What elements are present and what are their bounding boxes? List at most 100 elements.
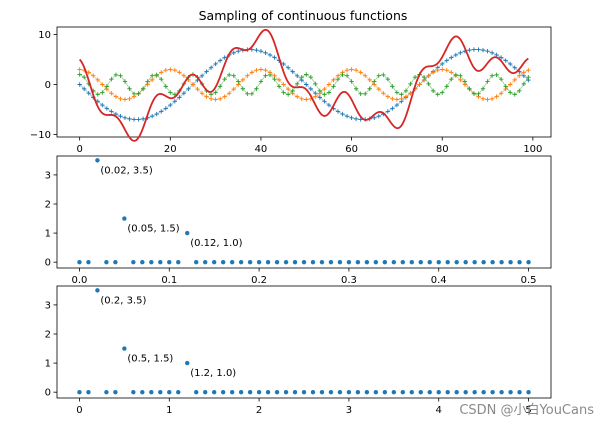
sample-point	[310, 389, 316, 395]
series-marker	[340, 72, 345, 78]
series-marker	[372, 115, 377, 120]
series-marker	[344, 68, 350, 73]
sample-point	[149, 389, 154, 395]
series-marker	[358, 70, 363, 75]
series-marker	[290, 69, 295, 74]
series-marker	[458, 77, 463, 83]
series-marker	[308, 86, 313, 92]
series-marker	[91, 73, 96, 78]
series-marker	[140, 116, 146, 122]
series-marker	[131, 117, 137, 122]
series-marker	[449, 70, 454, 75]
x-tick-label: 0.4	[431, 275, 447, 286]
sample-point	[409, 259, 414, 265]
series-marker	[480, 86, 486, 91]
series-marker	[122, 115, 128, 120]
x-tick-label: 1	[166, 405, 172, 416]
series-marker	[458, 73, 463, 78]
sample-point	[490, 389, 495, 395]
series-marker	[444, 84, 449, 89]
series-marker	[304, 72, 309, 77]
sample-point	[355, 259, 361, 265]
series-marker	[208, 96, 214, 101]
sample-point	[526, 259, 531, 265]
sample-point	[427, 389, 432, 395]
series-marker	[100, 90, 105, 95]
series-marker	[367, 86, 372, 91]
sample-point	[283, 259, 289, 265]
series-marker	[222, 55, 227, 60]
series-marker	[453, 52, 459, 58]
series-marker	[344, 73, 350, 78]
sample-point	[149, 259, 154, 265]
series-marker	[362, 91, 368, 96]
panel-time-domain: 0 20 40 60 80 100 −10 0 10	[30, 26, 552, 155]
sample-point	[490, 259, 495, 265]
series-marker	[349, 115, 354, 120]
x-tick-label: 5	[525, 405, 531, 416]
series-marker	[272, 76, 277, 82]
series-marker	[335, 76, 341, 82]
series-marker	[494, 52, 499, 58]
peak-point	[95, 288, 100, 293]
sample-point	[364, 389, 370, 395]
sample-point	[256, 259, 262, 265]
series-marker	[467, 47, 472, 53]
series-marker	[227, 91, 232, 96]
sample-point	[301, 259, 307, 265]
series-marker	[172, 99, 178, 104]
series-marker	[440, 61, 445, 67]
series-marker	[362, 73, 368, 78]
sample-point	[454, 389, 459, 395]
sample-point	[319, 389, 325, 395]
series-marker	[444, 58, 449, 63]
series-marker	[326, 82, 332, 87]
series-marker	[503, 84, 508, 89]
series-marker	[521, 81, 527, 87]
series-marker	[168, 102, 173, 108]
series-marker	[426, 73, 431, 78]
series-marker	[476, 47, 481, 52]
series-marker	[317, 95, 323, 100]
sample-point	[373, 259, 379, 265]
sample-point	[481, 259, 486, 265]
x-tick-label: 0.3	[341, 275, 357, 286]
series-marker	[145, 79, 150, 84]
series-marker	[322, 99, 327, 104]
sample-point	[131, 389, 136, 395]
series-marker	[267, 72, 273, 78]
sample-point	[310, 259, 316, 265]
sample-point	[382, 259, 388, 265]
series-marker	[190, 82, 196, 87]
sample-point	[131, 259, 136, 265]
series-marker	[213, 90, 218, 95]
series-marker	[394, 90, 400, 95]
sample-point	[158, 389, 163, 395]
series-marker	[177, 70, 182, 75]
sample-point	[229, 389, 235, 395]
x-tick-label: 3	[346, 405, 352, 416]
series-marker	[240, 77, 246, 83]
sample-point	[526, 389, 531, 395]
series-marker	[281, 82, 286, 87]
sample-point	[220, 389, 226, 395]
sample-point	[445, 389, 450, 395]
sum-line	[78, 28, 529, 142]
series-marker	[254, 47, 259, 53]
x-tick-label: 60	[345, 144, 358, 155]
peak-point	[185, 360, 190, 366]
x-tick-label: 0.5	[521, 275, 537, 286]
series-marker	[326, 102, 332, 108]
x-tick-label: 2	[256, 405, 262, 416]
series-marker	[340, 111, 345, 117]
y-tick-label: 0	[45, 80, 51, 91]
series-line	[79, 69, 529, 100]
sample-point	[274, 389, 280, 395]
sample-point	[265, 389, 271, 395]
series-marker	[213, 97, 218, 102]
series-marker	[353, 68, 359, 73]
series-marker	[109, 91, 114, 96]
series-marker	[489, 96, 495, 101]
series-marker	[172, 68, 178, 73]
